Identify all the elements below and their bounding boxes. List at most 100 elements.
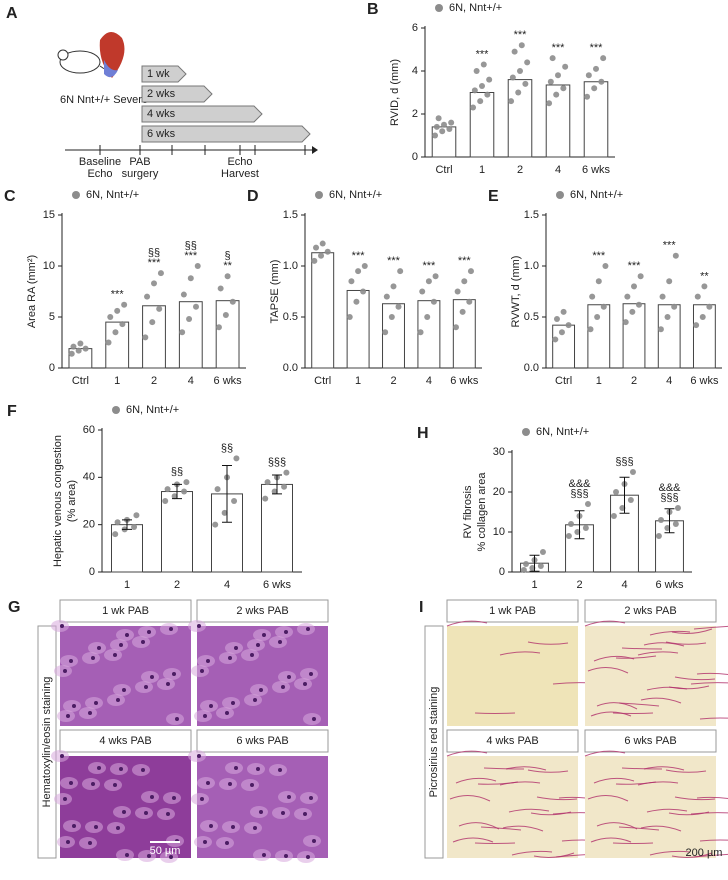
data-point bbox=[112, 329, 119, 336]
nucleus bbox=[147, 854, 151, 858]
significance-label: &&& bbox=[658, 482, 681, 494]
data-point bbox=[706, 303, 713, 310]
stain-box bbox=[37, 625, 57, 859]
x-tick-label: 1 bbox=[114, 375, 120, 387]
data-point bbox=[613, 489, 620, 495]
scale-label: 200 µm bbox=[686, 847, 723, 859]
panel-letter: I bbox=[419, 599, 423, 616]
data-point bbox=[264, 479, 271, 486]
significance-label: *** bbox=[352, 250, 366, 262]
data-point bbox=[701, 283, 708, 290]
nucleus bbox=[63, 669, 67, 673]
fiber bbox=[643, 642, 685, 647]
fiber bbox=[593, 655, 635, 662]
fiber bbox=[530, 811, 572, 816]
data-point bbox=[655, 533, 662, 539]
bar bbox=[692, 304, 716, 369]
nucleus bbox=[281, 685, 285, 689]
y-tick-label: 30 bbox=[493, 446, 505, 458]
data-point bbox=[560, 308, 567, 315]
data-point bbox=[388, 314, 395, 320]
data-point bbox=[348, 278, 355, 285]
significance-label: §§ bbox=[148, 247, 160, 259]
nucleus bbox=[312, 839, 316, 843]
nucleus bbox=[166, 682, 170, 686]
x-tick-label: 2 bbox=[517, 164, 523, 176]
fiber bbox=[527, 769, 569, 773]
y-tick-label: 1.0 bbox=[524, 260, 539, 272]
nucleus bbox=[259, 688, 263, 692]
nucleus bbox=[200, 669, 204, 673]
nucleus bbox=[206, 659, 210, 663]
data-point bbox=[547, 78, 554, 85]
panel-letter: F bbox=[7, 403, 17, 420]
nucleus bbox=[94, 701, 98, 705]
data-point bbox=[659, 293, 666, 300]
nucleus bbox=[284, 630, 288, 634]
panel-letter: A bbox=[6, 5, 18, 22]
nucleus bbox=[119, 643, 123, 647]
data-point bbox=[424, 314, 431, 320]
data-point bbox=[520, 567, 527, 573]
data-point bbox=[553, 316, 560, 323]
panel-letter: G bbox=[8, 599, 20, 616]
nucleus bbox=[66, 714, 70, 718]
legend-marker bbox=[522, 428, 530, 436]
nucleus bbox=[287, 795, 291, 799]
x-tick-label: 1 bbox=[479, 164, 485, 176]
data-point bbox=[395, 303, 402, 310]
x-tick-label: 1 bbox=[531, 579, 537, 591]
nucleus bbox=[72, 824, 76, 828]
data-point bbox=[619, 505, 626, 511]
error-bar bbox=[529, 554, 540, 572]
significance-label: §§§ bbox=[660, 492, 678, 504]
legend-marker bbox=[435, 4, 443, 12]
data-point bbox=[360, 288, 367, 295]
nucleus bbox=[303, 812, 307, 816]
data-point bbox=[560, 85, 567, 92]
data-point bbox=[629, 308, 636, 315]
nucleus bbox=[116, 698, 120, 702]
bar bbox=[507, 79, 533, 158]
fiber bbox=[477, 781, 519, 785]
tile-header bbox=[584, 729, 717, 753]
timeline-label: Harvest bbox=[221, 168, 259, 180]
data-point bbox=[635, 301, 642, 308]
data-point bbox=[555, 72, 561, 79]
y-axis-label: RVWT, d (mm) bbox=[510, 256, 522, 328]
x-tick-label: 1 bbox=[596, 375, 602, 387]
data-point bbox=[439, 128, 446, 135]
y-axis-label: TAPSE (mm) bbox=[269, 260, 281, 324]
nucleus bbox=[60, 624, 64, 628]
x-tick-label: 6 wks bbox=[655, 579, 684, 591]
data-point bbox=[470, 104, 477, 111]
nucleus bbox=[206, 781, 210, 785]
data-point bbox=[518, 42, 525, 49]
x-tick-label: 6 wks bbox=[690, 375, 719, 387]
y-tick-label: 0.5 bbox=[524, 311, 539, 323]
stain-box bbox=[424, 625, 444, 859]
nucleus bbox=[197, 754, 201, 758]
tile-label: 1 wk PAB bbox=[102, 605, 149, 617]
fiber bbox=[593, 777, 635, 784]
nucleus bbox=[197, 624, 201, 628]
bar bbox=[452, 299, 476, 369]
data-point bbox=[112, 531, 119, 538]
data-point bbox=[694, 293, 701, 300]
nucleus bbox=[125, 633, 129, 637]
data-point bbox=[229, 298, 236, 305]
data-point bbox=[582, 525, 589, 531]
tile-label: 6 wks PAB bbox=[236, 735, 288, 747]
nucleus bbox=[150, 675, 154, 679]
data-point bbox=[361, 263, 368, 269]
significance-label: &&& bbox=[568, 478, 591, 490]
nucleus bbox=[209, 704, 213, 708]
bar bbox=[622, 303, 646, 369]
significance-label: *** bbox=[628, 260, 642, 272]
tile-header bbox=[446, 599, 579, 623]
nucleus bbox=[309, 672, 313, 676]
y-tick-label: 0 bbox=[499, 566, 505, 578]
data-point bbox=[114, 519, 121, 526]
fiber bbox=[449, 795, 491, 802]
data-point bbox=[452, 324, 459, 331]
